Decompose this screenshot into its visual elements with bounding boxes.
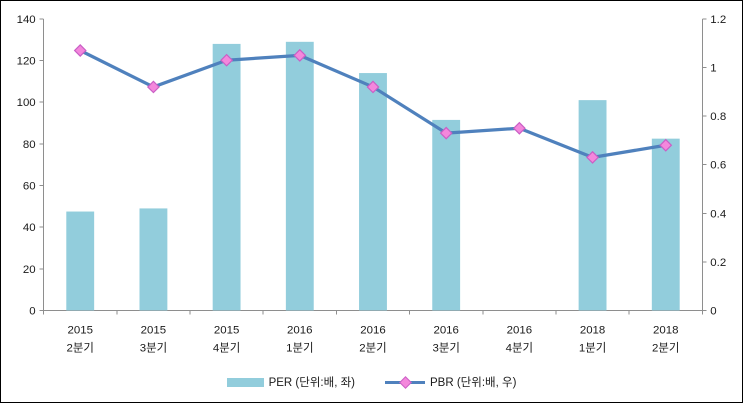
- per-bar-swatch-icon: [226, 377, 264, 387]
- legend-label-pbr: PBR (단위:배, 우): [430, 377, 517, 389]
- pbr-marker: [220, 53, 234, 67]
- svg-text:2018: 2018: [580, 324, 605, 336]
- pbr-marker: [73, 44, 87, 57]
- svg-text:0: 0: [29, 305, 35, 317]
- svg-text:100: 100: [17, 97, 36, 109]
- svg-text:4분기: 4분기: [506, 341, 533, 354]
- svg-text:1분기: 1분기: [579, 341, 606, 354]
- pbr-diamond-marker-icon: [399, 375, 412, 389]
- legend-label-per: PER (단위:배, 좌): [268, 377, 355, 389]
- svg-text:0: 0: [710, 305, 716, 317]
- svg-text:20: 20: [23, 264, 36, 276]
- svg-text:2분기: 2분기: [652, 341, 679, 354]
- svg-text:80: 80: [23, 139, 36, 151]
- per-bar: [212, 43, 241, 311]
- svg-text:4분기: 4분기: [213, 341, 240, 354]
- svg-text:120: 120: [17, 56, 36, 68]
- svg-text:1분기: 1분기: [286, 341, 313, 354]
- svg-text:3분기: 3분기: [140, 341, 167, 354]
- pbr-marker: [293, 48, 307, 62]
- legend: PER (단위:배, 좌) PBR (단위:배, 우): [1, 370, 742, 394]
- pbr-marker: [659, 138, 673, 152]
- svg-text:40: 40: [23, 222, 36, 234]
- svg-text:0.6: 0.6: [710, 160, 726, 172]
- svg-text:0.8: 0.8: [710, 111, 726, 123]
- left-axis-labels: 0 20 40 60 80 100 120 140: [17, 14, 44, 317]
- svg-text:2018: 2018: [653, 324, 678, 336]
- svg-text:2016: 2016: [433, 324, 458, 336]
- per-bar: [66, 211, 95, 311]
- svg-text:0.4: 0.4: [710, 208, 727, 220]
- per-bars: [66, 41, 680, 311]
- per-bar: [359, 73, 387, 311]
- pbr-marker: [366, 80, 380, 94]
- per-bar: [285, 41, 314, 311]
- svg-text:2분기: 2분기: [67, 341, 94, 354]
- per-bar: [432, 119, 461, 311]
- svg-text:60: 60: [23, 180, 36, 192]
- legend-item-pbr: PBR (단위:배, 우): [385, 374, 516, 390]
- svg-text:2016: 2016: [360, 324, 385, 336]
- svg-text:2분기: 2분기: [359, 341, 386, 354]
- pbr-marker: [512, 121, 526, 135]
- svg-text:3분기: 3분기: [432, 341, 459, 354]
- per-bar: [651, 138, 680, 311]
- pbr-marker: [439, 126, 453, 140]
- svg-text:140: 140: [17, 14, 36, 26]
- svg-text:2015: 2015: [214, 324, 239, 336]
- svg-text:2015: 2015: [141, 324, 166, 336]
- pbr-marker: [146, 80, 160, 94]
- svg-text:1: 1: [710, 62, 716, 74]
- pbr-markers: [73, 44, 673, 164]
- right-axis-labels: 0 0.2 0.4 0.6 0.8 1 1.2: [702, 14, 727, 317]
- per-bar: [578, 100, 607, 311]
- svg-text:2015: 2015: [68, 324, 93, 336]
- svg-text:2016: 2016: [507, 324, 532, 336]
- pbr-line-swatch-icon: [385, 375, 425, 389]
- svg-text:1.2: 1.2: [710, 14, 726, 26]
- svg-text:0.2: 0.2: [710, 257, 726, 269]
- x-axis-ticks: [43, 310, 703, 315]
- legend-item-per: PER (단위:배, 좌): [226, 374, 355, 390]
- per-bar: [139, 208, 168, 311]
- svg-text:2016: 2016: [287, 324, 312, 336]
- pbr-marker: [586, 150, 600, 164]
- x-axis-labels: 2015 2분기 2015 3분기 2015 4분기 2016 1분기 2016 2분기 2016 3…: [67, 324, 680, 354]
